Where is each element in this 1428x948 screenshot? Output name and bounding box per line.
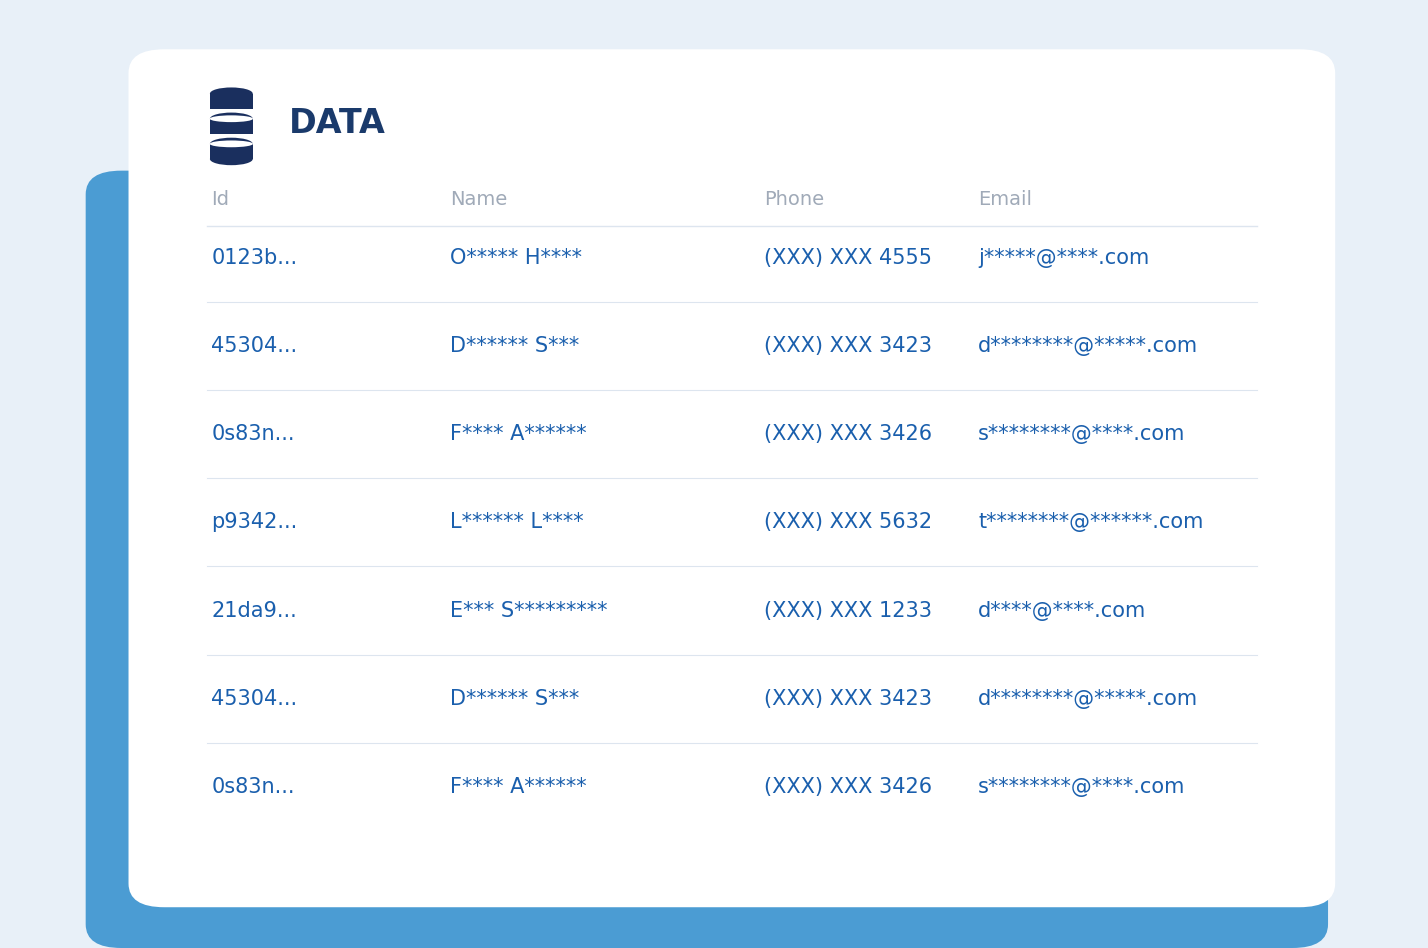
Text: (XXX) XXX 1233: (XXX) XXX 1233 [764, 600, 932, 621]
Bar [210, 94, 253, 109]
Text: F**** A******: F**** A****** [450, 776, 587, 797]
Ellipse shape [210, 116, 253, 122]
Text: 45304...: 45304... [211, 336, 297, 356]
Text: Id: Id [211, 190, 230, 209]
Text: 21da9...: 21da9... [211, 600, 297, 621]
Text: E*** S*********: E*** S********* [450, 600, 607, 621]
Text: d********@*****.com: d********@*****.com [978, 688, 1198, 709]
Text: O***** H****: O***** H**** [450, 247, 581, 268]
Text: d****@****.com: d****@****.com [978, 600, 1147, 621]
Text: D****** S***: D****** S*** [450, 336, 580, 356]
Text: 0s83n...: 0s83n... [211, 776, 294, 797]
Bar [210, 118, 253, 134]
Text: s********@****.com: s********@****.com [978, 776, 1185, 797]
Ellipse shape [210, 153, 253, 165]
Text: t********@******.com: t********@******.com [978, 512, 1204, 533]
Text: d********@*****.com: d********@*****.com [978, 336, 1198, 356]
Text: 45304...: 45304... [211, 688, 297, 709]
Text: (XXX) XXX 3426: (XXX) XXX 3426 [764, 776, 932, 797]
Text: 0s83n...: 0s83n... [211, 424, 294, 445]
Text: (XXX) XXX 3426: (XXX) XXX 3426 [764, 424, 932, 445]
Ellipse shape [210, 87, 253, 100]
FancyBboxPatch shape [86, 171, 1328, 948]
Text: L****** L****: L****** L**** [450, 512, 584, 533]
Text: (XXX) XXX 4555: (XXX) XXX 4555 [764, 247, 932, 268]
Text: j*****@****.com: j*****@****.com [978, 247, 1150, 268]
Text: DATA: DATA [288, 107, 386, 139]
Text: Phone: Phone [764, 190, 824, 209]
Text: (XXX) XXX 3423: (XXX) XXX 3423 [764, 688, 932, 709]
Ellipse shape [210, 113, 253, 125]
Text: F**** A******: F**** A****** [450, 424, 587, 445]
Text: p9342...: p9342... [211, 512, 297, 533]
Text: Email: Email [978, 190, 1032, 209]
Text: Name: Name [450, 190, 507, 209]
Text: D****** S***: D****** S*** [450, 688, 580, 709]
Bar [210, 144, 253, 159]
FancyBboxPatch shape [129, 49, 1335, 907]
Text: s********@****.com: s********@****.com [978, 424, 1185, 445]
Text: 0123b...: 0123b... [211, 247, 297, 268]
Text: (XXX) XXX 5632: (XXX) XXX 5632 [764, 512, 932, 533]
Ellipse shape [210, 140, 253, 147]
Ellipse shape [210, 137, 253, 150]
Text: (XXX) XXX 3423: (XXX) XXX 3423 [764, 336, 932, 356]
